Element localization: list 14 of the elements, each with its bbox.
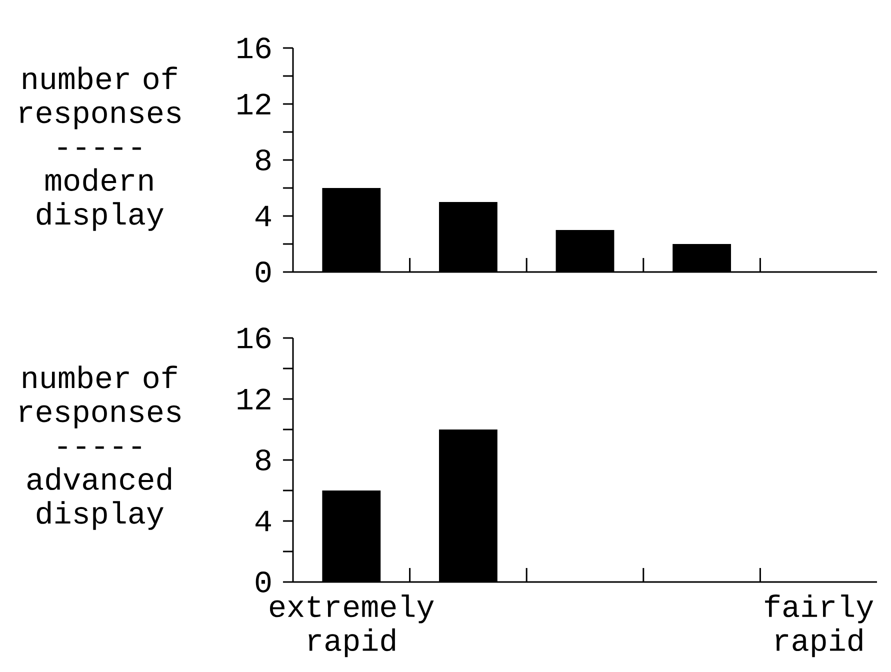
y-axis-title: number of responses ----- modern display (20, 66, 180, 231)
y-tick-label: 16 (238, 328, 270, 348)
y-tick-label: 12 (238, 388, 270, 410)
y-tick-label: 8 (256, 450, 270, 470)
y-tick-label: 0 (256, 572, 271, 592)
x-tick-label: extremely rapid (270, 594, 434, 658)
y-axis-title: number of responses ----- advanced display (20, 366, 180, 530)
y-tick-label: 12 (238, 94, 270, 114)
y-tick-label: 16 (238, 38, 270, 58)
y-tick-label: 0 (256, 262, 271, 282)
y-tick-label: 4 (256, 510, 271, 532)
y-tick-label: 4 (256, 206, 271, 226)
x-tick-label: fairly rapid (765, 594, 874, 658)
y-tick-label: 8 (256, 150, 270, 170)
